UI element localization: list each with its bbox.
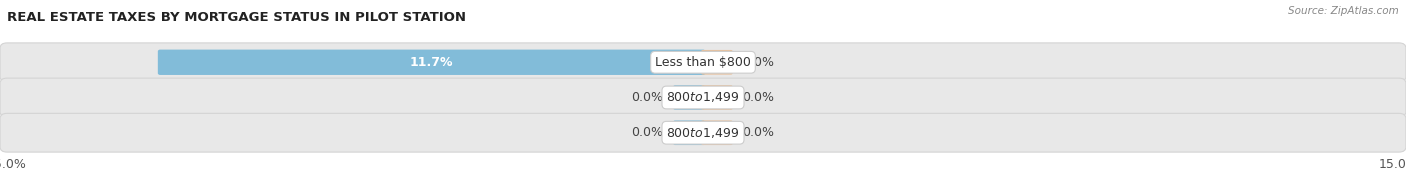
Text: Source: ZipAtlas.com: Source: ZipAtlas.com [1288, 6, 1399, 16]
Text: Less than $800: Less than $800 [655, 56, 751, 69]
Text: 11.7%: 11.7% [409, 56, 453, 69]
Text: $800 to $1,499: $800 to $1,499 [666, 126, 740, 140]
FancyBboxPatch shape [157, 50, 706, 75]
Text: $800 to $1,499: $800 to $1,499 [666, 90, 740, 105]
FancyBboxPatch shape [0, 113, 1406, 152]
Text: 0.0%: 0.0% [631, 91, 664, 104]
Text: 0.0%: 0.0% [631, 126, 664, 139]
FancyBboxPatch shape [702, 50, 733, 75]
FancyBboxPatch shape [673, 85, 704, 110]
FancyBboxPatch shape [0, 78, 1406, 117]
Text: 0.0%: 0.0% [742, 56, 775, 69]
FancyBboxPatch shape [702, 120, 733, 145]
Text: 0.0%: 0.0% [742, 91, 775, 104]
Text: REAL ESTATE TAXES BY MORTGAGE STATUS IN PILOT STATION: REAL ESTATE TAXES BY MORTGAGE STATUS IN … [7, 11, 465, 24]
Text: 0.0%: 0.0% [742, 126, 775, 139]
FancyBboxPatch shape [0, 43, 1406, 82]
FancyBboxPatch shape [673, 120, 704, 145]
FancyBboxPatch shape [702, 85, 733, 110]
